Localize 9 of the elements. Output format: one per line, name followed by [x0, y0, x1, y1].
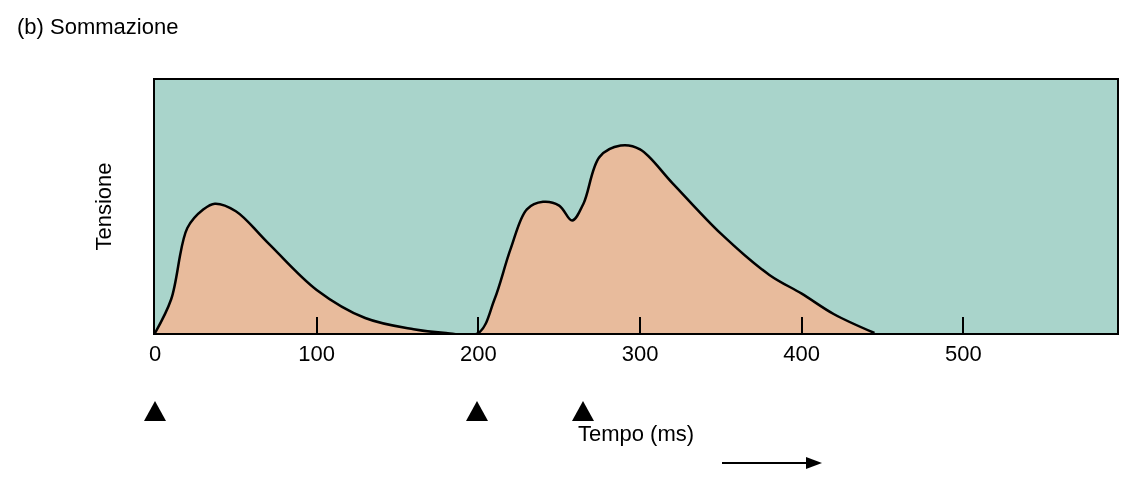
x-tick-label: 0 — [148, 341, 162, 367]
x-tick-label: 200 — [460, 341, 497, 367]
y-axis-title: Tensione — [91, 162, 116, 251]
x-tick-label: 300 — [621, 341, 659, 367]
chart-title: (b) Sommazione — [17, 14, 179, 40]
x-tick-label: 400 — [783, 341, 821, 367]
x-tick-label: 500 — [945, 341, 982, 367]
x-axis-title: Tempo (ms) — [577, 420, 695, 446]
x-tick-label: 100 — [298, 341, 336, 367]
